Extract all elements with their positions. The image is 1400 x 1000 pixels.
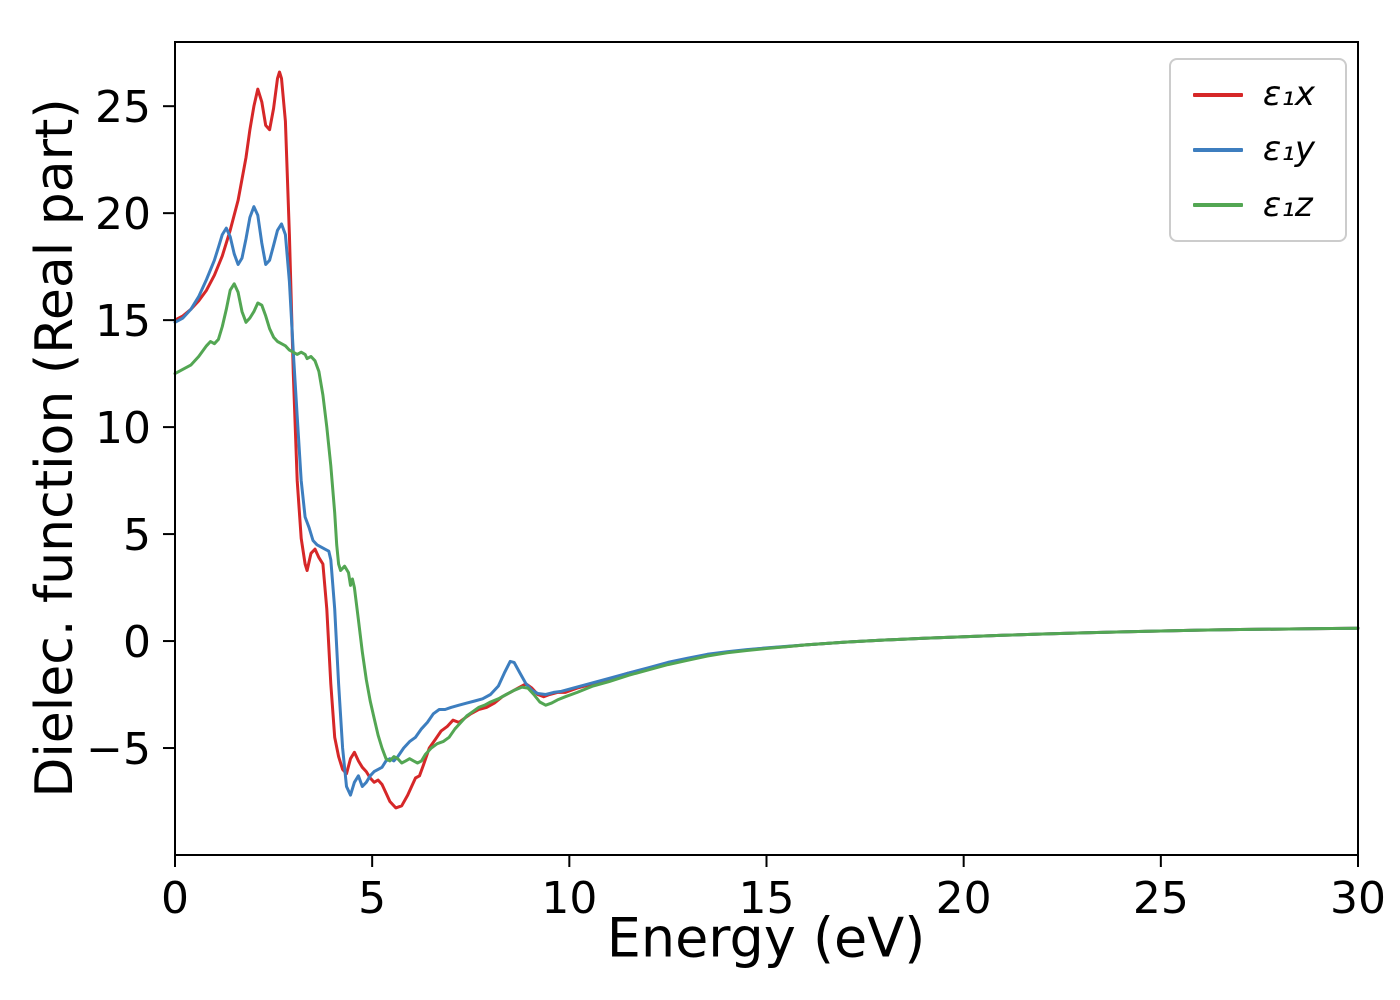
x-tick-label: 25 xyxy=(1133,873,1189,924)
series-line-1 xyxy=(173,205,1360,797)
y-axis-label: Dielec. function (Real part) xyxy=(25,98,85,798)
legend-label-e1z: ε₁z xyxy=(1262,184,1313,225)
x-axis-label: Energy (eV) xyxy=(606,906,926,970)
y-tick-label: −5 xyxy=(86,724,151,775)
x-tick-label: 30 xyxy=(1330,873,1386,924)
legend-line-sample-e1x xyxy=(1192,92,1243,97)
legend: ε₁x ε₁y ε₁z xyxy=(1168,58,1347,243)
x-tick-label: 5 xyxy=(358,873,386,924)
y-tick-label: 10 xyxy=(95,403,151,454)
y-tick-label: 0 xyxy=(123,617,151,668)
y-tick-label: 15 xyxy=(95,296,151,347)
legend-item: ε₁x xyxy=(1192,74,1315,114)
legend-label-e1x: ε₁x xyxy=(1262,74,1315,114)
x-tick-label: 0 xyxy=(161,873,189,924)
legend-item: ε₁y xyxy=(1192,129,1315,170)
y-tick-label: 20 xyxy=(95,189,151,240)
series-line-2 xyxy=(173,282,1360,765)
legend-label-e1y: ε₁y xyxy=(1262,129,1315,170)
legend-line-sample-e1z xyxy=(1192,203,1243,208)
y-tick-label: 25 xyxy=(95,82,151,133)
legend-line-sample-e1y xyxy=(1192,148,1243,153)
x-tick-label: 20 xyxy=(936,873,992,924)
y-tick-label: 5 xyxy=(123,510,151,561)
legend-item: ε₁z xyxy=(1192,184,1315,225)
x-tick-label: 15 xyxy=(739,873,795,924)
x-tick-label: 10 xyxy=(541,873,597,924)
